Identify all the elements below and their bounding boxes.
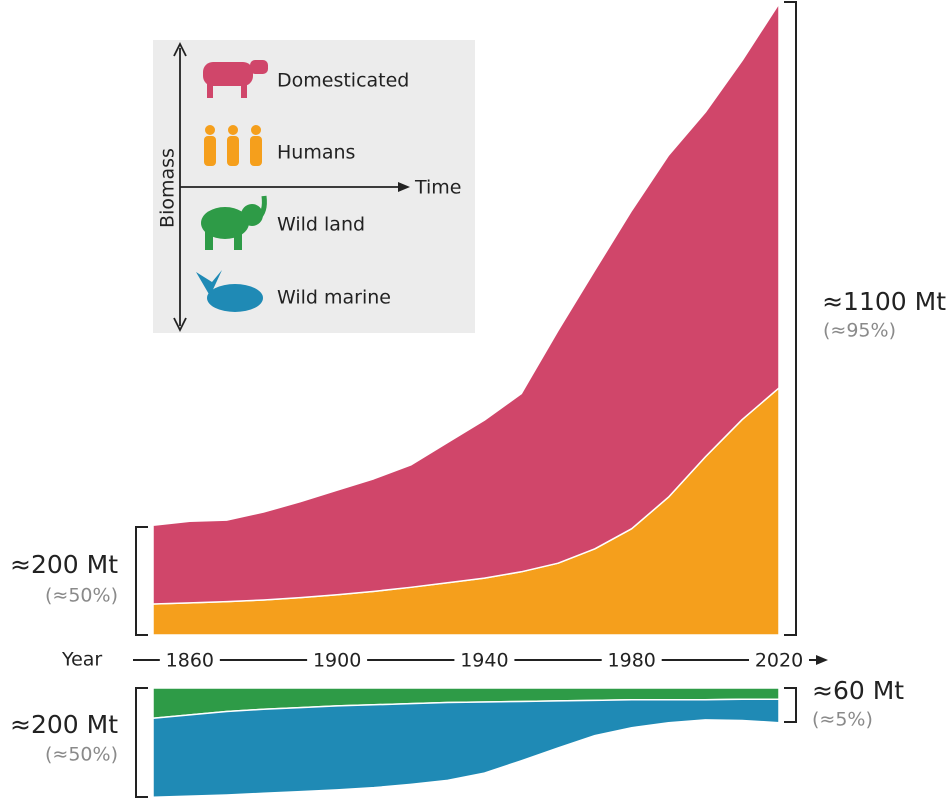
- legend-arrowhead: [398, 182, 410, 192]
- bracket: [135, 526, 148, 636]
- tick-label-bg: [454, 648, 515, 672]
- legend-label: Domesticated: [277, 70, 409, 92]
- icon-elephant: [201, 195, 267, 250]
- x-tick-label: 1900: [313, 650, 361, 672]
- x-tick-label: 1860: [166, 650, 214, 672]
- annotation-sub: (≈95%): [823, 320, 896, 342]
- x-tick-label: 1940: [460, 650, 508, 672]
- annotation-sub: (≈50%): [45, 585, 118, 607]
- annotation-sub: (≈5%): [812, 709, 873, 731]
- tick-label-bg: [749, 648, 809, 672]
- x-axis-label: Year: [61, 649, 102, 671]
- bracket: [784, 1, 797, 636]
- bracket: [135, 687, 148, 798]
- annotation: ≈200 Mt: [10, 710, 118, 739]
- icon-cow: [203, 60, 268, 98]
- tick-label-bg: [159, 648, 220, 672]
- legend-arrowheads: [173, 41, 187, 333]
- area: [152, 2, 780, 605]
- annotation: ≈200 Mt: [10, 550, 118, 579]
- x-axis-arrow: [816, 655, 828, 665]
- legend-x-label: Time: [414, 177, 462, 199]
- legend: Biomass Time: [153, 40, 475, 333]
- tick-label-bg: [601, 648, 662, 672]
- legend-label: Humans: [277, 142, 355, 164]
- legend-y-label: Biomass: [157, 148, 179, 228]
- x-tick-label: 2020: [755, 650, 803, 672]
- annotation: ≈1100 Mt: [822, 287, 946, 316]
- legend-label: Wild land: [277, 214, 365, 236]
- bracket: [784, 687, 797, 723]
- annotation: ≈60 Mt: [812, 676, 904, 705]
- tick-label-bg: [307, 648, 368, 672]
- plot-area: [152, 2, 780, 798]
- legend-label: Wild marine: [277, 287, 391, 309]
- area: [152, 698, 780, 798]
- icon-humans: [204, 125, 262, 166]
- annotation-sub: (≈50%): [45, 744, 118, 766]
- icon-whale: [196, 270, 263, 312]
- x-tick-label: 1980: [608, 650, 656, 672]
